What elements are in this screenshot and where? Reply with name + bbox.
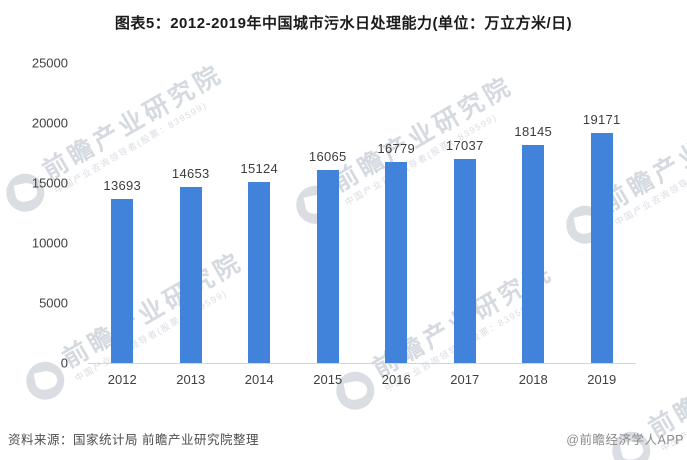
x-axis-tick-label: 2014 bbox=[244, 372, 274, 387]
bar-value-label: 15124 bbox=[240, 160, 279, 176]
bar-2017 bbox=[453, 158, 476, 363]
bar-series: 13693 14653 15124 16065 16779 17037 18145 19171 bbox=[88, 63, 636, 363]
bar-value-label: 19171 bbox=[582, 111, 621, 127]
y-axis-tick-label: 5000 bbox=[39, 295, 68, 311]
bar-2015 bbox=[316, 170, 339, 363]
bar-value-label: 13693 bbox=[103, 177, 142, 193]
x-axis-tick-label: 2019 bbox=[587, 372, 617, 387]
chart-title: 图表5：2012-2019年中国城市污水日处理能力(单位：万立方米/日) bbox=[114, 15, 573, 32]
y-axis-tick-label: 25000 bbox=[31, 55, 68, 71]
y-axis-tick-label: 10000 bbox=[31, 235, 68, 251]
qianzhan-logo-icon bbox=[0, 166, 52, 219]
bar-2013 bbox=[179, 187, 202, 363]
bar-2019 bbox=[590, 132, 613, 363]
bar-value-label: 18145 bbox=[514, 124, 553, 140]
credit-note: @前瞻经济学人APP bbox=[566, 433, 684, 447]
x-axis-tick-label: 2015 bbox=[313, 372, 343, 387]
y-axis-tick-label: 15000 bbox=[31, 175, 68, 191]
bar-column-2015: 16065 bbox=[294, 63, 363, 363]
bar-column-2016: 16779 bbox=[362, 63, 431, 363]
bar-2018 bbox=[522, 145, 545, 363]
x-axis-line bbox=[88, 363, 636, 364]
source-note: 资料来源：国家统计局 前瞻产业研究院整理 bbox=[8, 433, 259, 447]
bar-value-label: 16779 bbox=[377, 140, 416, 156]
bar-column-2018: 18145 bbox=[499, 63, 568, 363]
x-axis-tick-label: 2013 bbox=[176, 372, 206, 387]
bar-2014 bbox=[248, 181, 271, 363]
y-axis-tick-label: 0 bbox=[60, 355, 68, 371]
x-axis-tick-label: 2017 bbox=[450, 372, 480, 387]
y-axis-tick-label: 20000 bbox=[31, 115, 68, 131]
bar-column-2019: 19171 bbox=[568, 63, 637, 363]
bar-value-label: 16065 bbox=[308, 149, 347, 165]
bar-column-2014: 15124 bbox=[225, 63, 294, 363]
bar-column-2017: 17037 bbox=[431, 63, 500, 363]
x-axis-tick-label: 2016 bbox=[381, 372, 411, 387]
x-axis-tick-label: 2012 bbox=[107, 372, 137, 387]
bar-value-label: 14653 bbox=[171, 166, 210, 182]
bar-2016 bbox=[385, 161, 408, 363]
bar-2012 bbox=[111, 198, 134, 363]
bar-column-2013: 14653 bbox=[157, 63, 226, 363]
bar-value-label: 17037 bbox=[445, 137, 484, 153]
bar-column-2012: 13693 bbox=[88, 63, 157, 363]
watermark-text: 前瞻产业研究院 bbox=[644, 317, 687, 444]
x-axis-labels: 2012 2013 2014 2015 2016 2017 2018 2019 bbox=[88, 372, 636, 387]
x-axis-tick-label: 2018 bbox=[518, 372, 548, 387]
